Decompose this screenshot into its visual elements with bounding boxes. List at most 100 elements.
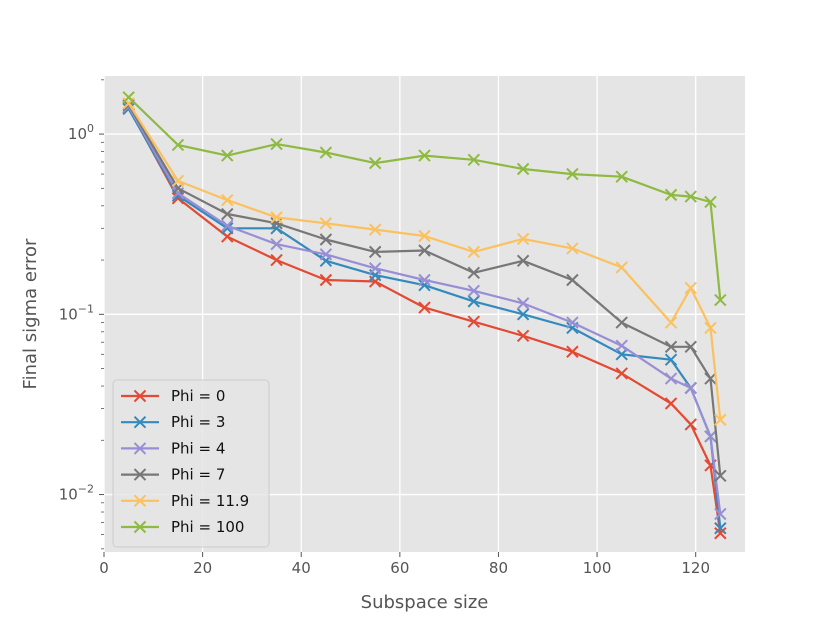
legend-marker bbox=[133, 520, 147, 534]
data-point bbox=[684, 190, 697, 203]
data-point bbox=[664, 372, 678, 385]
data-point bbox=[714, 293, 727, 307]
series-phi-11-9 bbox=[122, 97, 727, 426]
data-point bbox=[368, 156, 382, 170]
legend-item: Phi = 100 bbox=[121, 518, 244, 536]
data-point bbox=[368, 223, 382, 236]
legend-marker bbox=[133, 442, 147, 455]
legend-label: Phi = 0 bbox=[171, 387, 225, 405]
data-point bbox=[516, 232, 530, 246]
legend-label: Phi = 4 bbox=[171, 439, 225, 457]
data-point bbox=[319, 217, 333, 230]
data-point bbox=[684, 381, 697, 395]
series-phi-4 bbox=[122, 100, 727, 521]
data-point bbox=[270, 137, 283, 151]
legend-marker bbox=[133, 468, 147, 481]
data-point bbox=[664, 316, 678, 329]
data-point bbox=[171, 138, 185, 152]
data-point bbox=[270, 237, 283, 251]
data-point bbox=[566, 316, 579, 329]
data-point bbox=[516, 329, 530, 343]
data-point bbox=[467, 245, 481, 259]
data-point bbox=[467, 315, 481, 328]
y-axis-label: Final sigma error bbox=[20, 238, 41, 389]
legend-marker bbox=[133, 415, 147, 429]
data-point bbox=[270, 253, 283, 267]
legend-item: Phi = 3 bbox=[121, 413, 225, 431]
x-axis-ticks: 0 20 40 60 80 100 120 bbox=[99, 552, 710, 577]
data-point bbox=[684, 418, 697, 431]
data-point bbox=[516, 308, 530, 321]
data-point bbox=[664, 397, 678, 410]
legend-label: Phi = 11.9 bbox=[171, 492, 249, 510]
x-tick-label: 0 bbox=[99, 559, 109, 577]
data-point bbox=[516, 254, 530, 268]
data-point bbox=[704, 321, 717, 335]
data-point bbox=[714, 527, 727, 540]
legend-marker bbox=[133, 389, 147, 403]
data-point bbox=[704, 195, 717, 209]
y-tick-label: 10−1 bbox=[59, 302, 94, 323]
y-tick-label: 10−2 bbox=[59, 483, 94, 504]
data-point bbox=[467, 295, 481, 308]
data-point bbox=[418, 244, 431, 257]
data-point bbox=[418, 273, 431, 287]
data-point bbox=[516, 297, 530, 310]
data-point bbox=[664, 353, 678, 366]
data-point bbox=[221, 193, 234, 207]
data-point bbox=[664, 188, 678, 202]
y-tick-label: 100 bbox=[68, 122, 94, 143]
x-tick-label: 100 bbox=[583, 559, 612, 577]
data-point bbox=[615, 367, 628, 380]
data-point bbox=[566, 345, 579, 358]
minor-ticks bbox=[101, 79, 104, 550]
legend-item: Phi = 0 bbox=[121, 387, 225, 405]
series-layer bbox=[122, 91, 727, 540]
x-tick-label: 20 bbox=[193, 559, 212, 577]
data-point bbox=[467, 284, 481, 298]
legend-item: Phi = 4 bbox=[121, 439, 225, 457]
data-point bbox=[221, 207, 234, 221]
data-point bbox=[615, 316, 628, 329]
data-point bbox=[714, 469, 727, 483]
data-point bbox=[171, 174, 185, 188]
x-tick-label: 40 bbox=[292, 559, 311, 577]
data-point bbox=[319, 273, 333, 287]
data-point bbox=[221, 149, 234, 162]
data-point bbox=[467, 266, 481, 279]
data-point bbox=[319, 233, 333, 246]
data-point bbox=[418, 229, 431, 243]
data-point bbox=[684, 340, 697, 354]
series-phi-100 bbox=[122, 91, 727, 307]
data-point bbox=[122, 91, 135, 104]
data-point bbox=[418, 149, 431, 162]
data-point bbox=[566, 167, 579, 181]
data-point bbox=[664, 340, 678, 354]
data-point bbox=[270, 217, 283, 230]
x-tick-label: 60 bbox=[390, 559, 409, 577]
data-point bbox=[319, 146, 333, 159]
data-point bbox=[516, 162, 530, 176]
data-point bbox=[319, 248, 333, 261]
data-point bbox=[566, 242, 579, 255]
data-point bbox=[566, 273, 579, 287]
data-point bbox=[615, 261, 628, 274]
data-point bbox=[615, 339, 628, 352]
series-phi-7 bbox=[122, 98, 727, 483]
legend-item: Phi = 11.9 bbox=[121, 492, 249, 510]
x-tick-label: 80 bbox=[489, 559, 508, 577]
data-point bbox=[704, 430, 717, 443]
data-point bbox=[714, 522, 727, 535]
legend-marker bbox=[133, 494, 147, 508]
data-point bbox=[368, 245, 382, 259]
legend-label: Phi = 100 bbox=[171, 518, 244, 536]
data-point bbox=[221, 219, 234, 232]
data-point bbox=[270, 211, 283, 224]
data-point bbox=[714, 413, 727, 426]
legend: Phi = 0 Phi = 3 Phi = 4 Phi = 7 Phi = 11.9 Ph… bbox=[112, 379, 270, 548]
legend-label: Phi = 3 bbox=[171, 413, 225, 431]
x-axis-label: Subspace size bbox=[361, 592, 489, 613]
y-axis-ticks: 10−2 10−1 100 bbox=[59, 122, 104, 504]
data-point bbox=[467, 153, 481, 166]
